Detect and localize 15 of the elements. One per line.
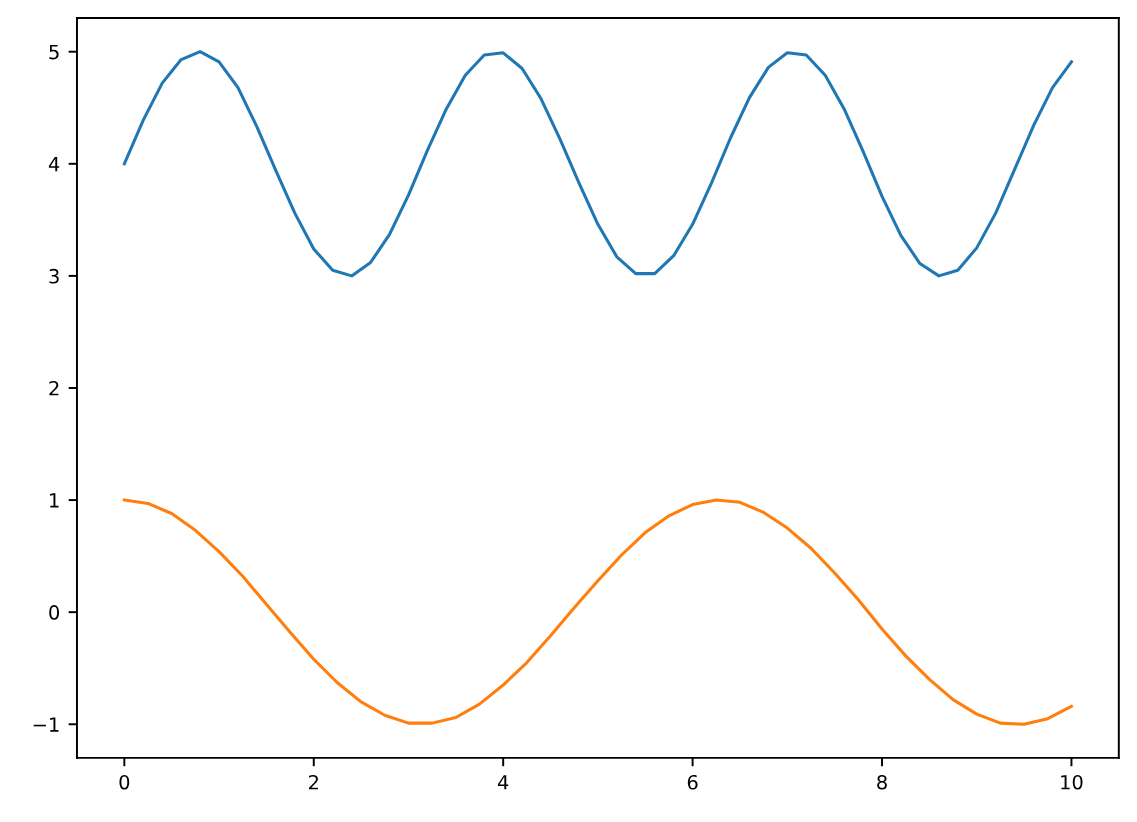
- x-tick-label: 10: [1061, 774, 1083, 790]
- y-tick-label: 2: [49, 380, 59, 396]
- x-tick-label: 6: [687, 774, 698, 790]
- x-tick-label: 2: [308, 774, 318, 790]
- y-tick-label: 3: [49, 268, 59, 284]
- x-tick-label: 0: [119, 774, 130, 790]
- y-tick-label: 1: [50, 493, 59, 508]
- x-tick-label: 4: [497, 775, 509, 790]
- line-series: [122, 498, 1073, 726]
- y-tick-label: 0: [49, 605, 60, 620]
- line-series: [122, 50, 1073, 278]
- y-tick-label: 4: [48, 157, 60, 172]
- x-tick-label: 8: [877, 774, 887, 790]
- y-tick-label: −1: [33, 717, 59, 732]
- y-tick-label: 5: [49, 44, 59, 60]
